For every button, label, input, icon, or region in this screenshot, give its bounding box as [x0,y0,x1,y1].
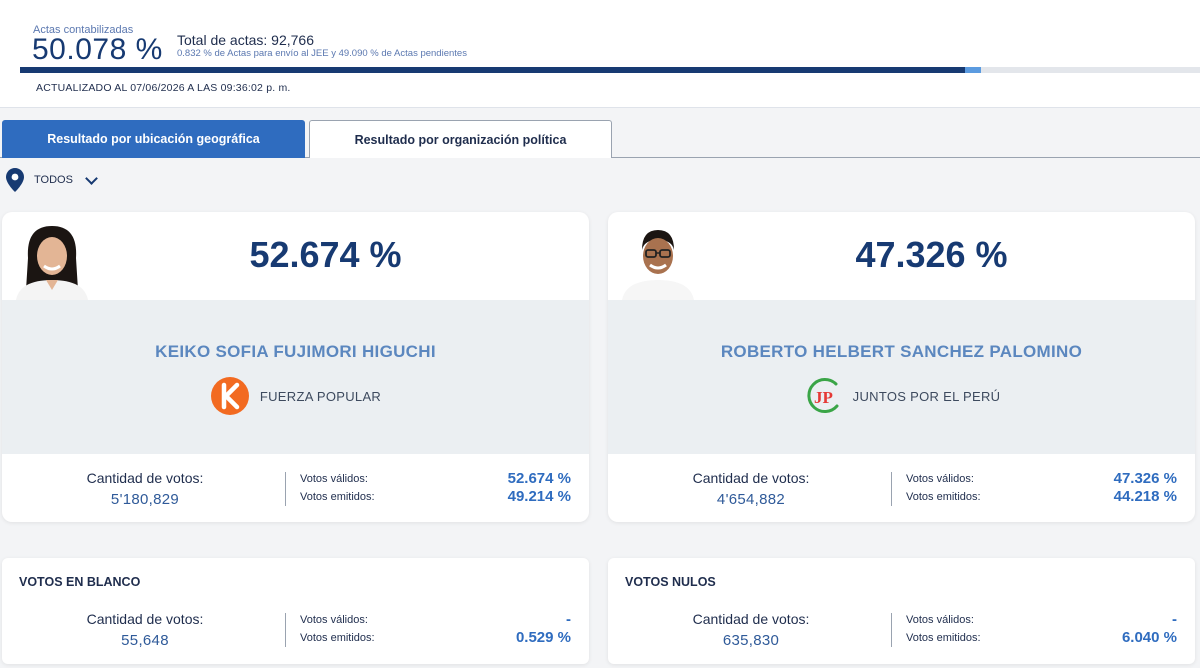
juntos-por-el-peru-logo-icon: JP [807,378,839,414]
progress-counted [20,67,966,73]
candidate-stats: Cantidad de votos: 4'654,882 Votos válid… [608,454,1195,522]
stats-divider [891,472,892,506]
party-name: JUNTOS POR EL PERÚ [852,388,1001,404]
valid-votes-label: Votos válidos: [300,614,368,626]
party-info: JP JUNTOS POR EL PERÚ [608,376,1195,416]
blank-votes-stats: Cantidad de votos: 55,648 Votos válidos:… [2,595,589,663]
valid-votes-label: Votos válidos: [300,473,368,485]
votes-label: Cantidad de votos: [692,470,810,486]
emitted-votes-label: Votos emitidos: [300,632,375,644]
valid-votes-pct: - [1172,611,1177,628]
valid-votes-label: Votos válidos: [906,473,974,485]
candidate-percentage: 47.326 % [855,234,1008,275]
votes-count: 5'180,829 [110,491,180,508]
stats-divider [285,472,286,506]
emitted-votes-pct: 6.040 % [1121,629,1177,646]
tab-geographic[interactable]: Resultado por ubicación geográfica [2,120,305,158]
svg-text:JP: JP [814,388,833,407]
tab-political-organization[interactable]: Resultado por organización política [309,120,612,158]
results-header: Actas contabilizadas 50.078 % Total de a… [0,0,1200,108]
updated-timestamp: ACTUALIZADO AL 07/06/2026 A LAS 09:36:02… [36,82,291,94]
valid-votes-pct: - [566,611,571,628]
blank-votes-card: VOTOS EN BLANCO Cantidad de votos: 55,64… [2,558,589,664]
actas-label: Actas contabilizadas [33,24,134,36]
votes-count: 55,648 [121,632,169,649]
emitted-votes-pct: 49.214 % [507,488,571,505]
null-votes-card: VOTOS NULOS Cantidad de votos: 635,830 V… [608,558,1195,664]
actas-percentage: 50.078 % [32,33,163,66]
candidate-stats: Cantidad de votos: 5'180,829 Votos válid… [2,454,589,522]
chevron-down-icon[interactable] [85,171,98,185]
candidate-name: KEIKO SOFIA FUJIMORI HIGUCHI [155,342,436,361]
location-filter-label: TODOS [34,174,73,186]
actas-detail: 0.832 % de Actas para envío al JEE y 49.… [177,48,467,59]
blank-votes-title: VOTOS EN BLANCO [19,575,141,589]
votes-label: Cantidad de votos: [86,470,204,486]
candidate-name: ROBERTO HELBERT SANCHEZ PALOMINO [720,342,1083,361]
valid-votes-pct: 47.326 % [1113,470,1177,487]
emitted-votes-label: Votos emitidos: [300,491,375,503]
location-pin-icon [6,168,24,192]
votes-label: Cantidad de votos: [692,611,810,627]
party-name: FUERZA POPULAR [259,388,382,404]
party-info: FUERZA POPULAR [2,376,589,416]
valid-votes-pct: 52.674 % [507,470,571,487]
stats-divider [891,613,892,647]
votes-label: Cantidad de votos: [86,611,204,627]
null-votes-title: VOTOS NULOS [625,575,716,589]
valid-votes-label: Votos válidos: [906,614,974,626]
actas-progress-bar [20,67,1200,73]
location-filter[interactable]: TODOS [6,168,98,192]
candidate-percentage: 52.674 % [249,234,402,275]
null-votes-stats: Cantidad de votos: 635,830 Votos válidos… [608,595,1195,663]
emitted-votes-pct: 0.529 % [515,629,571,646]
votes-count: 635,830 [722,632,780,649]
candidate-info-band: KEIKO SOFIA FUJIMORI HIGUCHI FUERZA POPU… [2,300,589,454]
total-actas: Total de actas: 92,766 [177,32,314,48]
candidate-info-band: ROBERTO HELBERT SANCHEZ PALOMINO JP JUNT… [608,300,1195,454]
candidate-card: 47.326 % ROBERTO HELBERT SANCHEZ PALOMIN… [608,212,1195,522]
progress-jee [965,67,982,73]
fuerza-popular-logo-icon [210,377,249,415]
emitted-votes-pct: 44.218 % [1113,488,1177,505]
candidate-photo [622,220,694,300]
emitted-votes-label: Votos emitidos: [906,632,981,644]
emitted-votes-label: Votos emitidos: [906,491,981,503]
votes-count: 4'654,882 [716,491,786,508]
stats-divider [285,613,286,647]
candidate-card: 52.674 % KEIKO SOFIA FUJIMORI HIGUCHI FU… [2,212,589,522]
candidate-photo [16,220,88,300]
